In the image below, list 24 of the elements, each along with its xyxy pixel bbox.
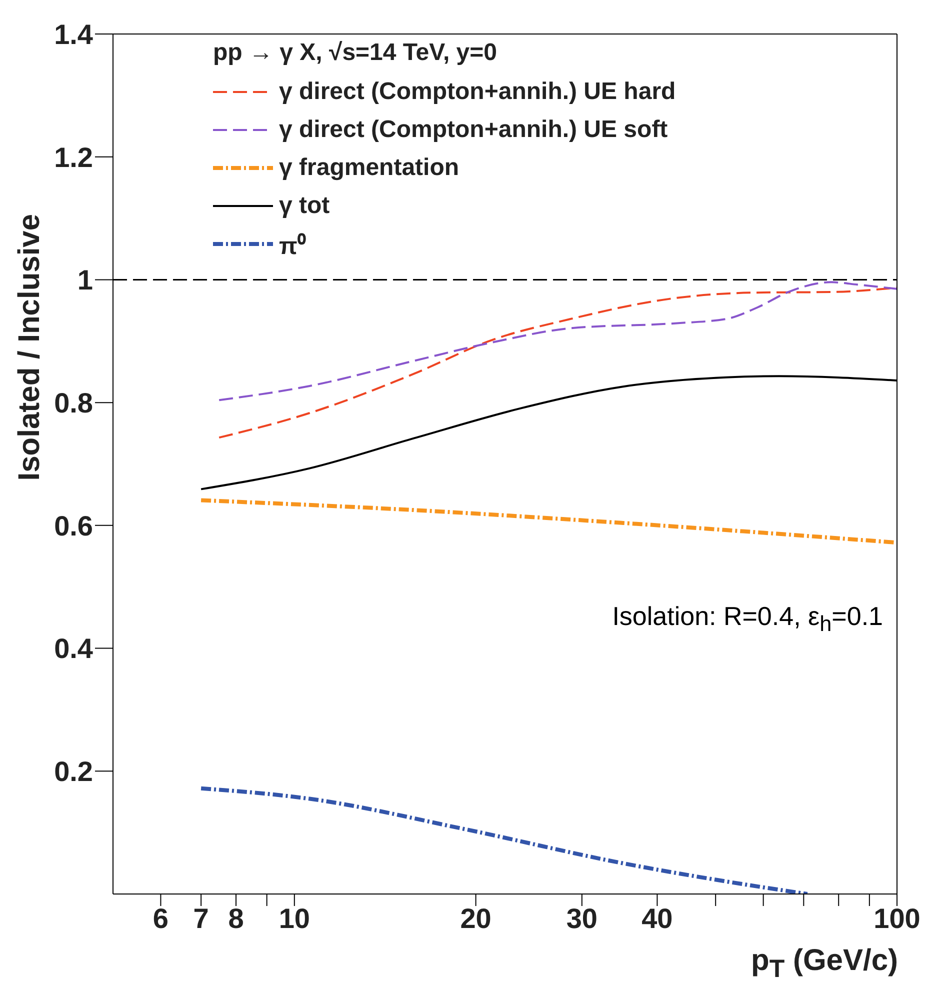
legend-label: γ direct (Compton+annih.) UE hard [279,78,676,106]
x-tick-label: 6 [152,902,169,934]
x-tick-label: 100 [874,902,920,934]
legend-label: π⁰ [279,232,306,260]
y-tick-label: 0.8 [54,388,93,419]
x-tick-label: 10 [278,902,310,934]
y-axis-title: Isolated / Inclusive [12,214,46,481]
annotation: Isolation: R=0.4, ε$_{h}$=0.1 [612,601,883,638]
x-tick-label: 7 [193,902,209,934]
legend-label: γ fragmentation [279,154,460,182]
x-axis-title: p$_{T}$ (GeV/c) [751,944,898,984]
y-tick-label: 0.4 [54,633,94,664]
y-tick-label: 1.2 [54,142,93,173]
x-tick-label: 40 [642,902,673,934]
legend-title: pp → γ X, √s=14 TeV, y=0 [213,39,498,67]
y-tick-label: 0.6 [54,510,93,542]
x-tick-label: 8 [228,902,244,934]
y-tick-label: 1.4 [54,18,94,50]
legend-label: γ tot [279,192,330,220]
y-tick-label: 1 [77,264,93,296]
legend-label: γ direct (Compton+annih.) UE soft [279,116,668,144]
y-tick-label: 0.2 [54,756,93,788]
x-tick-label: 20 [460,902,492,934]
x-tick-label: 30 [566,902,598,934]
